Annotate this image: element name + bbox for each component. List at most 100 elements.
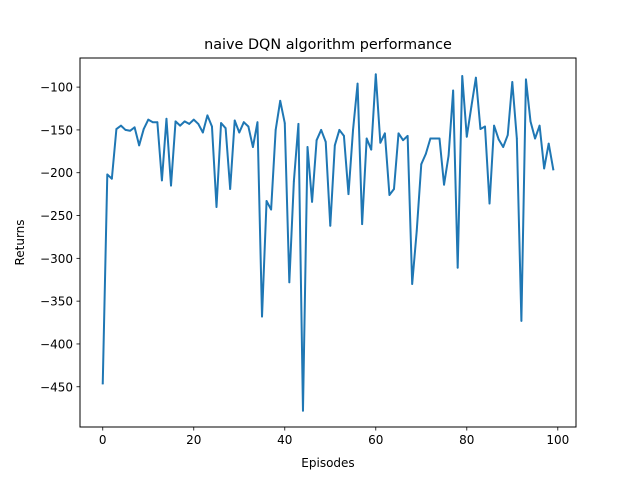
data-point xyxy=(165,117,168,120)
data-point xyxy=(520,319,523,322)
data-point xyxy=(192,118,195,121)
data-point xyxy=(320,129,323,131)
plot-area xyxy=(80,58,576,427)
data-point xyxy=(365,137,368,140)
x-tick-label: 100 xyxy=(546,433,569,447)
data-point xyxy=(129,129,131,132)
data-point xyxy=(179,124,182,127)
x-tick-label: 0 xyxy=(99,433,107,447)
data-point xyxy=(292,180,295,183)
data-point xyxy=(493,124,495,127)
data-point xyxy=(552,168,555,171)
data-point xyxy=(247,125,250,128)
data-point xyxy=(438,137,441,140)
y-axis-title: Returns xyxy=(13,219,27,265)
data-point xyxy=(197,123,200,125)
y-tick-label: −100 xyxy=(40,81,73,95)
data-point xyxy=(183,120,186,123)
data-point xyxy=(101,382,104,385)
x-tick-label: 40 xyxy=(277,433,292,447)
data-point xyxy=(211,125,213,128)
data-point xyxy=(188,123,191,125)
y-tick-label: −400 xyxy=(40,337,73,351)
data-point xyxy=(547,142,550,145)
data-point xyxy=(538,124,541,127)
data-point xyxy=(534,137,536,140)
plot-frame xyxy=(79,57,577,428)
data-point xyxy=(161,179,163,182)
data-point xyxy=(324,141,327,143)
data-point xyxy=(270,208,273,211)
data-point xyxy=(120,124,122,127)
data-point xyxy=(133,126,136,129)
data-point xyxy=(465,135,468,138)
x-tick-label: 20 xyxy=(186,433,201,447)
data-point xyxy=(402,139,404,142)
data-point xyxy=(383,132,386,135)
data-point xyxy=(306,146,309,148)
data-point xyxy=(474,76,477,79)
data-point xyxy=(124,129,127,131)
data-point xyxy=(406,135,409,137)
y-tick-label: −450 xyxy=(40,380,73,394)
data-point xyxy=(424,152,427,155)
data-point xyxy=(356,82,359,85)
data-point xyxy=(288,281,291,284)
data-point xyxy=(347,193,350,196)
series-layer xyxy=(101,73,555,412)
data-point xyxy=(429,137,432,140)
data-point xyxy=(374,73,377,76)
y-tick-label: −350 xyxy=(40,295,73,309)
data-point xyxy=(242,121,245,124)
x-tick-label: 60 xyxy=(368,433,383,447)
data-point xyxy=(274,129,277,131)
data-point xyxy=(233,119,236,122)
y-tick-label: −250 xyxy=(40,209,73,223)
data-point xyxy=(338,129,341,131)
data-point xyxy=(470,105,473,108)
data-point xyxy=(397,132,400,135)
tick-layer: 0 20 40 60 80 100 −450 −400 −350 −300 −250 −200 −150… xyxy=(40,81,569,447)
data-point xyxy=(224,127,227,130)
data-point xyxy=(329,224,332,227)
data-point xyxy=(147,118,150,121)
data-point xyxy=(388,194,391,196)
y-tick-label: −200 xyxy=(40,166,73,180)
chart-title: naive DQN algorithm performance xyxy=(204,37,452,53)
y-tick-label: −150 xyxy=(40,123,73,137)
data-point xyxy=(265,200,268,202)
x-axis-title: Episodes xyxy=(301,456,354,470)
data-point xyxy=(497,138,500,141)
data-point xyxy=(415,230,418,232)
data-point xyxy=(452,89,455,92)
data-point xyxy=(256,121,259,124)
data-point xyxy=(106,173,109,176)
series-line xyxy=(101,73,555,412)
data-point xyxy=(434,137,436,140)
data-point xyxy=(479,128,482,130)
data-point xyxy=(279,99,282,102)
data-point xyxy=(370,148,373,151)
data-point xyxy=(297,123,300,125)
data-point xyxy=(215,206,218,208)
data-point xyxy=(443,183,445,186)
data-point xyxy=(393,188,395,190)
data-point xyxy=(302,409,304,412)
data-point xyxy=(506,134,509,136)
data-point xyxy=(261,315,263,318)
data-point xyxy=(411,283,414,285)
data-point xyxy=(379,141,382,144)
data-point xyxy=(229,188,232,190)
data-point xyxy=(311,200,313,203)
data-point xyxy=(529,120,532,123)
data-point xyxy=(525,78,527,81)
data-point xyxy=(315,139,318,142)
data-point xyxy=(484,125,486,128)
x-tick-label: 80 xyxy=(459,433,474,447)
data-point xyxy=(456,266,459,269)
data-point xyxy=(115,128,118,130)
data-point xyxy=(238,131,241,134)
data-point xyxy=(283,122,286,124)
data-point xyxy=(201,131,204,134)
